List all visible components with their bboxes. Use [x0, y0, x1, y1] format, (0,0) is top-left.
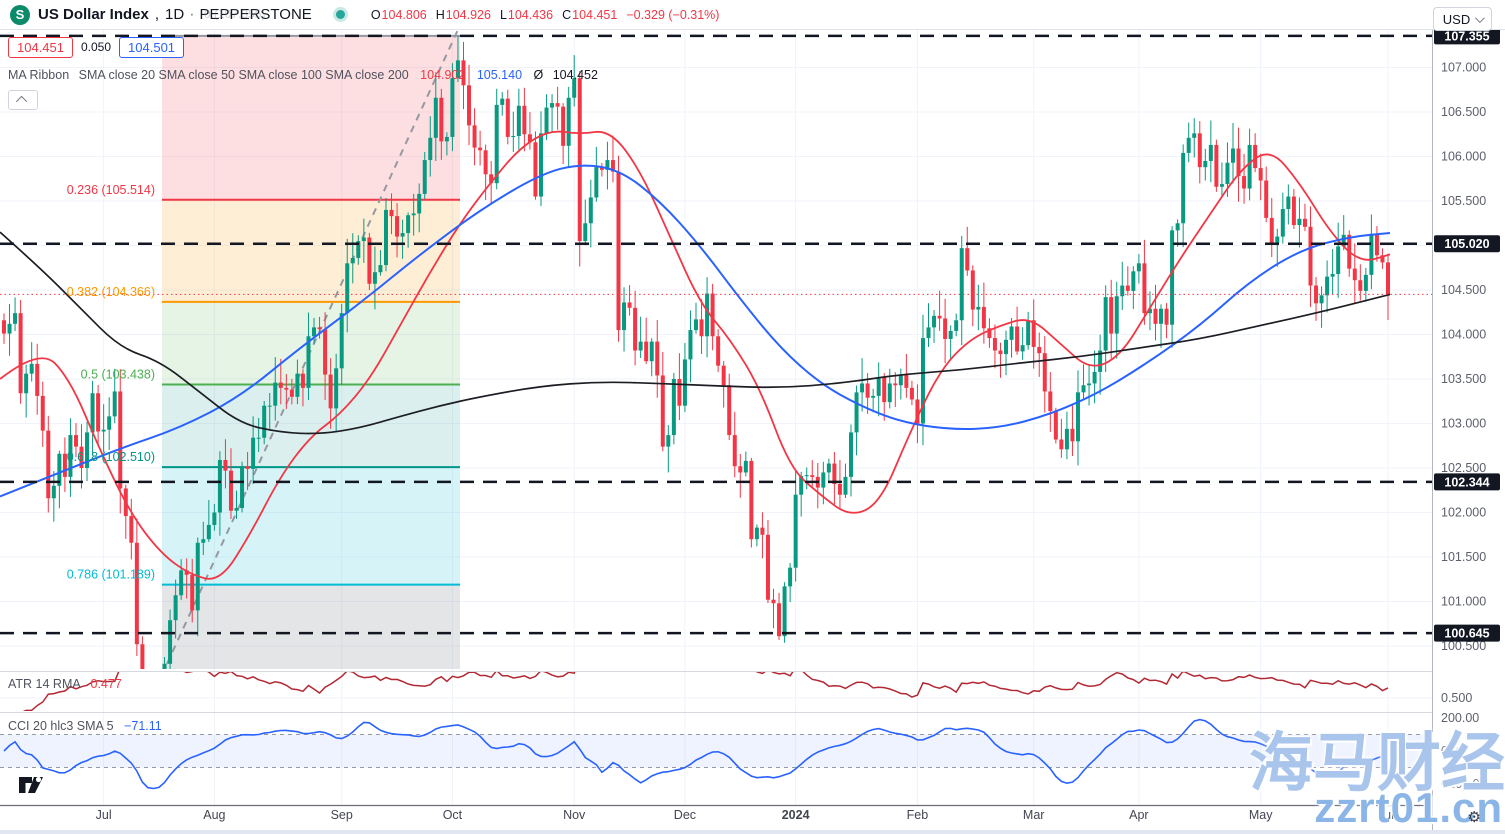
time-axis-label-Jul[interactable]: Jul	[96, 808, 112, 822]
ohlc-readout: O104.806 H104.926 L104.436 C104.451 −0.3…	[370, 7, 720, 22]
cci-value: −71.11	[124, 719, 162, 733]
currency-label: USD	[1442, 11, 1471, 27]
sell-button[interactable]: 104.451	[8, 36, 73, 58]
price-tag: 100.645	[1444, 627, 1489, 641]
symbol-name[interactable]: US Dollar Index	[38, 6, 149, 23]
close-value: 104.451	[572, 7, 618, 22]
axis-tick-label: 100.500	[1441, 639, 1486, 653]
order-panel: 104.451 0.050 104.501	[8, 36, 598, 58]
fib-label-0.382: 0.382 (104.366)	[67, 285, 155, 299]
axis-tick-label: 103.500	[1441, 372, 1486, 386]
time-axis-label-Mar[interactable]: Mar	[1023, 808, 1045, 822]
axis-tick-label: 104.000	[1441, 328, 1486, 342]
sma200-value: 104.452	[552, 68, 598, 82]
axis-tick-label: −200.00	[1441, 777, 1487, 791]
symbol-separator: ,	[154, 6, 160, 23]
axis-tick-label: 104.500	[1441, 283, 1486, 297]
ma-ribbon-title: MA Ribbon	[8, 68, 70, 82]
title-dot-separator: ·	[189, 5, 195, 23]
axis-tick-label: 101.500	[1441, 550, 1486, 564]
fib-label-0.786: 0.786 (101.189)	[67, 568, 155, 582]
axis-tick-label: 101.000	[1441, 595, 1486, 609]
axis-tick-label: 102.500	[1441, 461, 1486, 475]
chevron-down-icon	[1475, 12, 1486, 23]
sma20-value: 104.902	[420, 68, 466, 82]
currency-selector[interactable]: USD	[1433, 7, 1492, 31]
sma-20-line	[0, 130, 1391, 580]
time-axis-label-2024[interactable]: 2024	[782, 808, 810, 822]
time-axis-label-Aug[interactable]: Aug	[203, 808, 225, 822]
axis-tick-label: 0.500	[1441, 691, 1472, 705]
axis-tick-label: 106.500	[1441, 105, 1486, 119]
atr-value: 0.477	[90, 677, 122, 691]
axis-tick-label: 102.000	[1441, 506, 1486, 520]
symbol-toolbar: 0 (107.355) S US Dollar Index , 1D · PEP…	[0, 0, 1505, 30]
symbol-logo-icon[interactable]: S	[10, 4, 30, 25]
spread-value: 0.050	[81, 40, 112, 54]
atr-label: ATR 14 RMA	[8, 677, 81, 691]
buy-button[interactable]: 104.501	[119, 36, 185, 58]
market-status-icon	[335, 10, 345, 19]
change-value: −0.329 (−0.31%)	[626, 7, 720, 22]
time-axis-label-Sep[interactable]: Sep	[331, 808, 353, 822]
fib-label-0.236: 0.236 (105.514)	[67, 183, 155, 197]
axis-tick-label: 200.00	[1441, 711, 1479, 725]
cci-indicator-legend[interactable]: CCI 20 hlc3 SMA 5 −71.11	[8, 719, 162, 733]
axis-tick-label: 103.000	[1441, 417, 1486, 431]
time-axis-label-Oct[interactable]: Oct	[443, 808, 463, 822]
sma-200-line	[0, 231, 1391, 435]
price-tag: 102.344	[1444, 475, 1489, 489]
chevron-up-icon	[15, 95, 28, 108]
sma-50-line	[0, 164, 1391, 498]
low-value: 104.436	[507, 7, 554, 22]
axis-tick-label: 105.500	[1441, 194, 1486, 208]
time-axis-label-Feb[interactable]: Feb	[907, 808, 929, 822]
ma-ribbon-legend[interactable]: MA Ribbon SMA close 20 SMA close 50 SMA …	[8, 68, 598, 82]
price-tag: 107.355	[1444, 29, 1489, 43]
gear-icon[interactable]: ⚙	[1467, 808, 1481, 826]
interval-label[interactable]: 1D	[165, 6, 185, 23]
sma100-disabled-icon: Ø	[533, 68, 544, 82]
cci-label: CCI 20 hlc3 SMA 5	[8, 719, 114, 733]
high-value: 104.926	[445, 7, 491, 22]
time-axis-label-May[interactable]: May	[1249, 808, 1273, 822]
time-axis-label-Jun[interactable]: Jun	[1378, 808, 1398, 822]
open-value: 104.806	[381, 7, 427, 22]
axis-tick-label: 0.00	[1441, 744, 1465, 758]
ma-ribbon-params: SMA close 20 SMA close 50 SMA close 100 …	[78, 68, 409, 82]
tradingview-logo[interactable]	[18, 774, 48, 801]
axis-tick-label: 107.000	[1441, 61, 1486, 75]
time-axis-label-Apr[interactable]: Apr	[1129, 808, 1148, 822]
chart-legend: 104.451 0.050 104.501 MA Ribbon SMA clos…	[8, 36, 598, 110]
sma50-value: 105.140	[476, 68, 523, 82]
fib-label-0.618: 0.618 (102.510)	[67, 450, 155, 464]
time-axis-label-Dec[interactable]: Dec	[674, 808, 696, 822]
bottom-edge-strip	[0, 830, 1505, 834]
fib-label-0.5: 0.5 (103.438)	[81, 368, 155, 382]
axis-tick-label: 106.000	[1441, 150, 1486, 164]
exchange-label[interactable]: PEPPERSTONE	[199, 6, 312, 23]
legend-collapse-button[interactable]	[8, 90, 38, 110]
atr-indicator-legend[interactable]: ATR 14 RMA 0.477	[8, 677, 122, 691]
time-axis-label-Nov[interactable]: Nov	[563, 808, 586, 822]
price-tag: 105.020	[1444, 237, 1489, 251]
fib-zero-ghost-label: 0 (107.355)	[204, 7, 266, 21]
